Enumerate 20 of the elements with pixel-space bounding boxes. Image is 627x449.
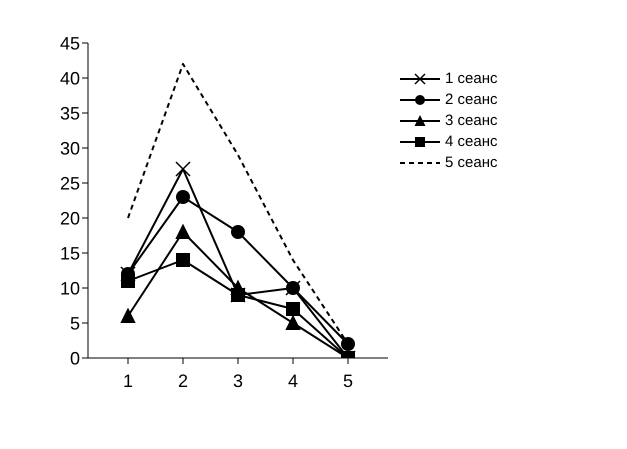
x-tick-label: 4 (288, 370, 298, 391)
y-tick-label: 45 (60, 33, 80, 54)
x-tick-label: 5 (342, 370, 354, 391)
legend-label: 4 сеанс (445, 133, 498, 150)
y-tick-label: 10 (60, 278, 80, 298)
x-tick-label: 3 (232, 370, 244, 391)
y-tick-label: 5 (70, 313, 80, 334)
x-tick-label: 1 (122, 370, 134, 391)
y-tick-label: 30 (60, 138, 80, 158)
legend-label: 5 сеанс (445, 154, 498, 171)
legend-label: 1 сеанс (445, 70, 498, 87)
y-tick-label: 20 (60, 208, 80, 228)
x-tick-label: 2 (178, 370, 188, 391)
legend-label: 2 сеанс (445, 91, 498, 108)
y-tick-label: 25 (60, 173, 80, 194)
legend-label: 3 сеанс (445, 112, 498, 129)
y-tick-label: 0 (70, 348, 80, 368)
y-tick-label: 15 (60, 243, 80, 264)
y-tick-label: 35 (60, 103, 80, 124)
y-tick-label: 40 (60, 68, 80, 88)
